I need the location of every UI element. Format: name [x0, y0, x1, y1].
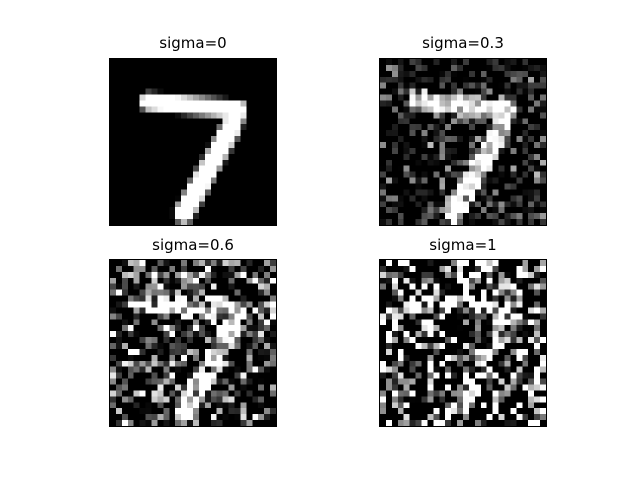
- digit-image: [379, 58, 547, 226]
- subplot-title: sigma=1: [429, 236, 497, 254]
- digit-image: [109, 58, 277, 226]
- digit-image: [109, 259, 277, 427]
- subplot-title: sigma=0.6: [152, 236, 234, 254]
- digit-image: [379, 259, 547, 427]
- subplot-title: sigma=0.3: [422, 34, 504, 52]
- subplot-title: sigma=0: [159, 34, 227, 52]
